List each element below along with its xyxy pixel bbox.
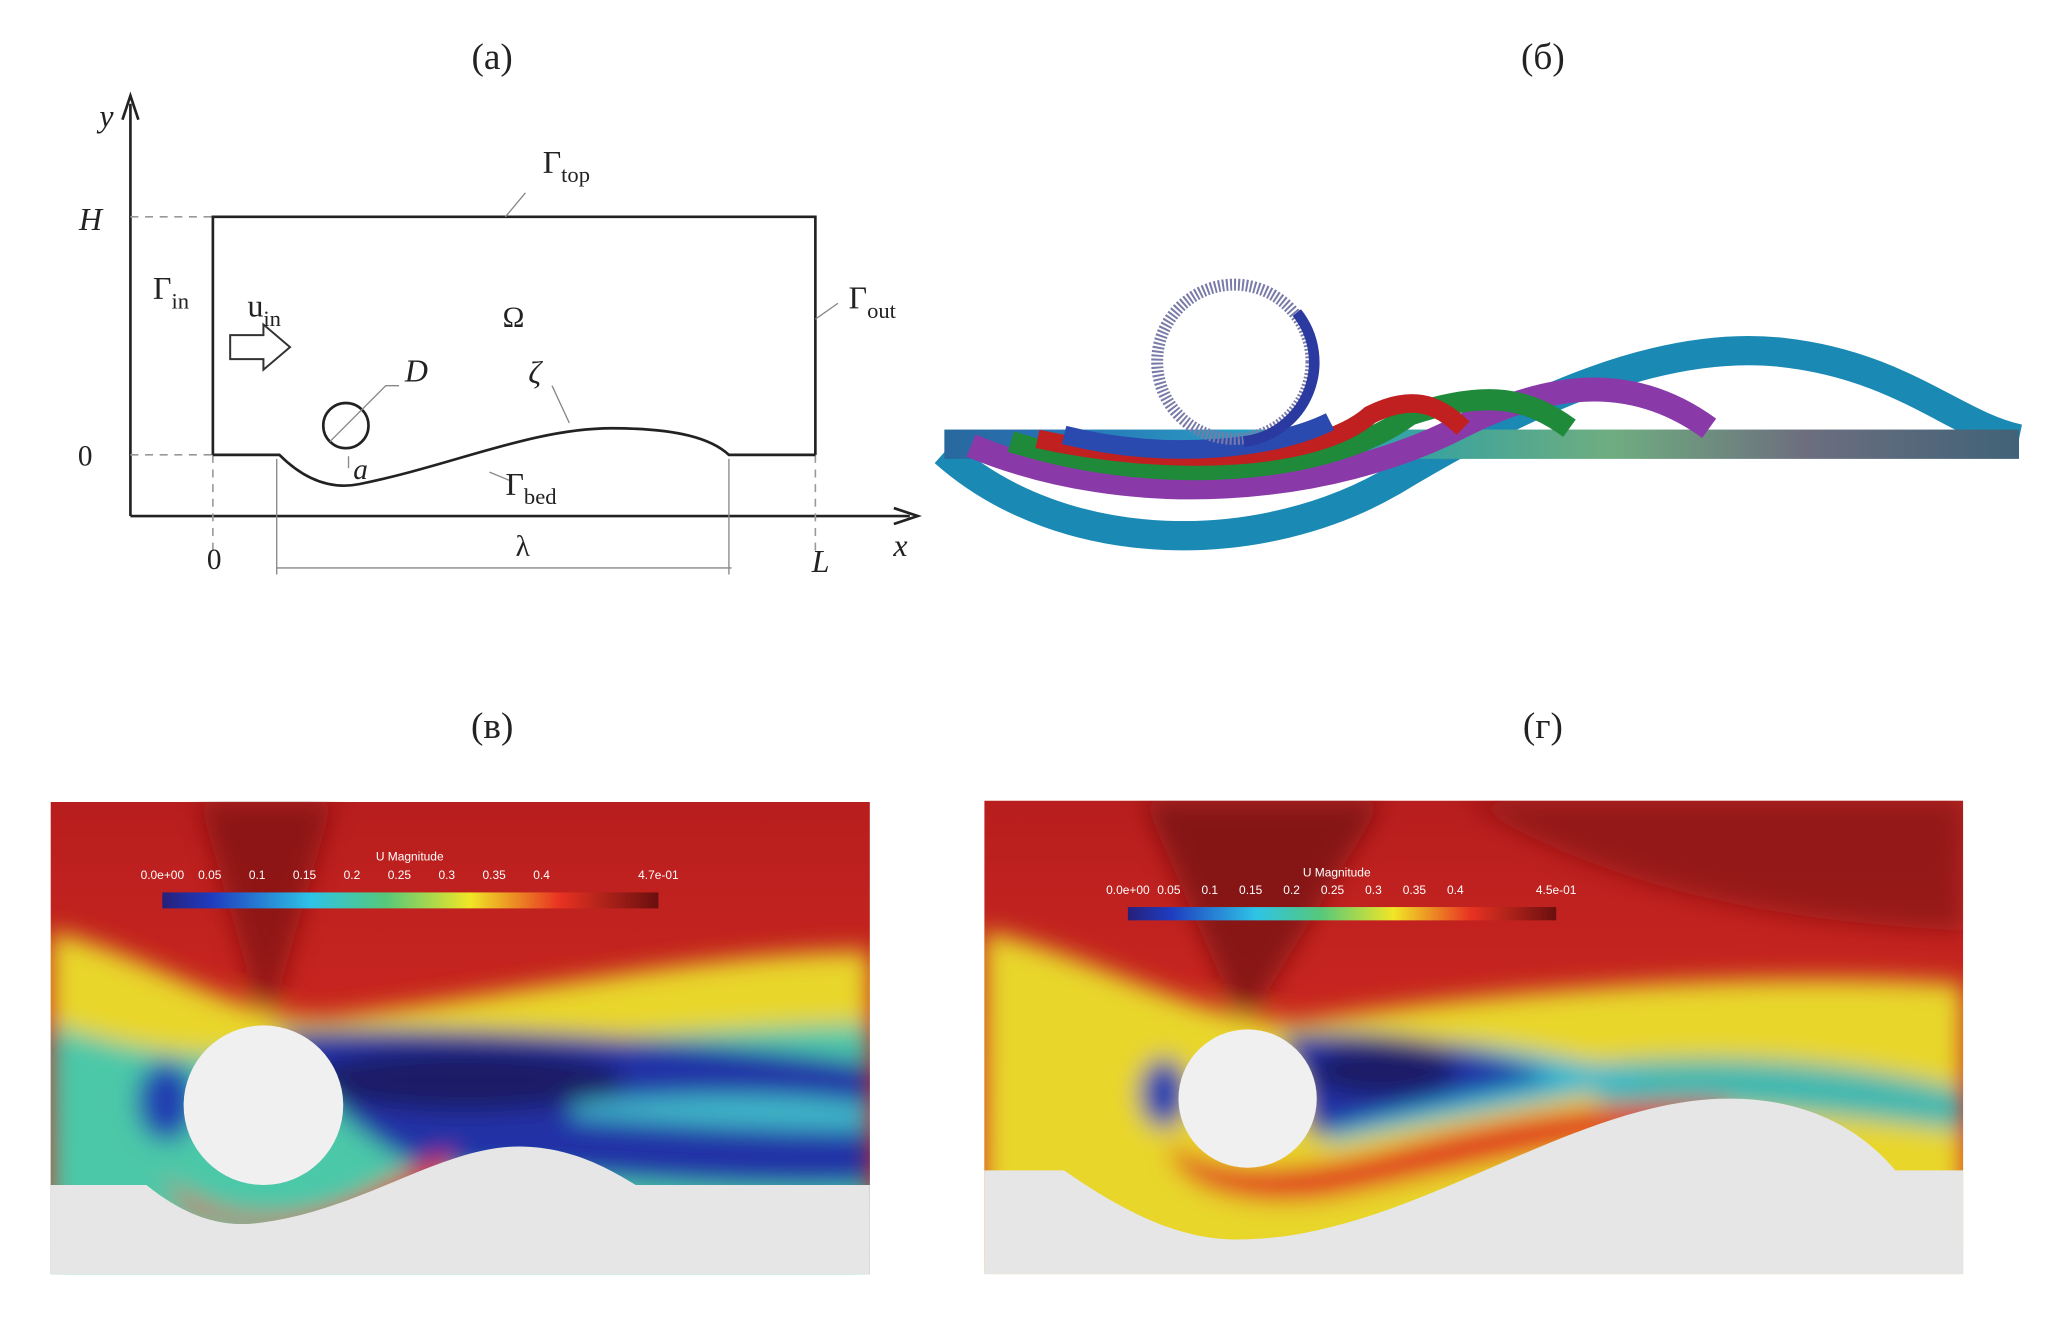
colorbar-tick-label: 0.05	[198, 868, 222, 882]
bed	[50, 1146, 870, 1275]
ribbon	[966, 377, 1717, 500]
inflow-arrow	[229, 322, 292, 372]
cylinder	[183, 1025, 344, 1186]
field	[984, 800, 1964, 1275]
colorbar-tick-label: 0.2	[1283, 883, 1300, 897]
wavelength-marker	[276, 458, 732, 575]
axis-label: x	[892, 528, 907, 563]
colorbar-tick-label: 4.7e-01	[638, 868, 679, 882]
subscript: top	[561, 162, 590, 187]
symbol: Γ	[505, 467, 523, 502]
region	[1139, 1058, 1188, 1128]
colorbar-tick-label: 0.4	[533, 868, 550, 882]
colorbar-tick-label: 0.05	[1157, 883, 1181, 897]
arrow-head	[121, 91, 140, 121]
subscript: bed	[524, 484, 557, 509]
colorbar-tick-label: 0.25	[1321, 883, 1345, 897]
region	[571, 1094, 870, 1131]
label: λ	[516, 531, 531, 563]
label: H	[78, 202, 104, 237]
guide-lines	[130, 215, 817, 552]
region	[1170, 1102, 1730, 1201]
region	[1463, 800, 1964, 931]
colorbar-tick-label: 4.5e-01	[1536, 883, 1577, 897]
colorbar-ticks: 0.0e+00 0.05 0.1 0.15 0.2 0.25 0.3 0.35 0.4 4.5e-…	[1106, 883, 1577, 897]
symbol: Γ	[153, 271, 171, 306]
velocity-field: U Magnitude 0.0e+00 0.05 0.1 0.15 0.2 0.25 0.3…	[50, 801, 870, 1275]
label: Γout	[849, 281, 897, 323]
axis-label: y	[96, 98, 114, 133]
bed	[984, 1098, 1964, 1275]
ribbon	[1007, 389, 1576, 481]
label: D	[404, 354, 428, 389]
symbol: Γ	[849, 281, 867, 316]
label: Γin	[153, 271, 189, 313]
cylinder	[1178, 1029, 1317, 1168]
region	[305, 1048, 626, 1112]
subscript: in	[171, 289, 189, 314]
ribbon	[1061, 413, 1335, 459]
colorbar-tick-label: 0.0e+00	[141, 868, 185, 882]
bed-motion	[934, 278, 2023, 551]
colorbar	[1127, 907, 1557, 921]
label: ζ	[528, 355, 543, 390]
colorbar-tick-label: 0.35	[483, 868, 507, 882]
label: 0	[207, 544, 222, 576]
region	[137, 1061, 196, 1142]
colorbar-tick-label: 0.35	[1403, 883, 1427, 897]
symbol: Γ	[543, 145, 561, 180]
subscript: out	[867, 298, 897, 323]
field	[50, 801, 870, 1275]
label: Γtop	[543, 145, 590, 187]
label: Γbed	[505, 467, 557, 509]
label: uin	[247, 289, 281, 331]
colorbar-tick-label: 0.15	[293, 868, 317, 882]
cylinder-edge	[1242, 309, 1320, 447]
colorbar-title: U Magnitude	[1303, 865, 1371, 879]
label: 0	[78, 440, 93, 472]
region	[199, 801, 333, 1038]
label: a	[353, 454, 368, 486]
label: Ω	[503, 302, 525, 334]
cylinder	[321, 401, 370, 450]
arrow-head	[893, 506, 922, 526]
region	[1596, 1058, 1964, 1131]
velocity-field: U Magnitude 0.0e+00 0.05 0.1 0.15 0.2 0.25 0.3…	[984, 800, 1964, 1275]
symbol: u	[247, 289, 263, 324]
panel-label: (б)	[1521, 37, 1565, 78]
colorbar-tick-label: 0.3	[438, 868, 455, 882]
colorbar-tick-label: 0.15	[1239, 883, 1263, 897]
label: L	[811, 544, 830, 579]
panel-label: (г)	[1523, 706, 1563, 747]
leader-lines	[329, 192, 839, 483]
bed	[212, 426, 816, 488]
colorbar-tick-label: 0.1	[1201, 883, 1218, 897]
colorbar-tick-label: 0.4	[1447, 883, 1464, 897]
colorbar-tick-label: 0.0e+00	[1106, 883, 1150, 897]
colorbar-tick-label: 0.1	[249, 868, 266, 882]
domain-sketch: y x H 0 0 L λ Ω D ζ a uin Γin Γtop Γout …	[78, 91, 922, 579]
subscript: in	[263, 306, 281, 331]
colorbar-tick-label: 0.3	[1365, 883, 1382, 897]
colorbar-title: U Magnitude	[376, 850, 444, 864]
panel-label: (в)	[471, 706, 513, 747]
colorbar-ticks: 0.0e+00 0.05 0.1 0.15 0.2 0.25 0.3 0.35 0.4 4.7e-…	[141, 868, 679, 882]
panel-label: (a)	[472, 37, 513, 78]
region	[1310, 1044, 1457, 1098]
domain-boundary	[211, 215, 817, 455]
colorbar-tick-label: 0.2	[344, 868, 361, 882]
colorbar-tick-label: 0.25	[388, 868, 412, 882]
colorbar	[162, 892, 659, 909]
